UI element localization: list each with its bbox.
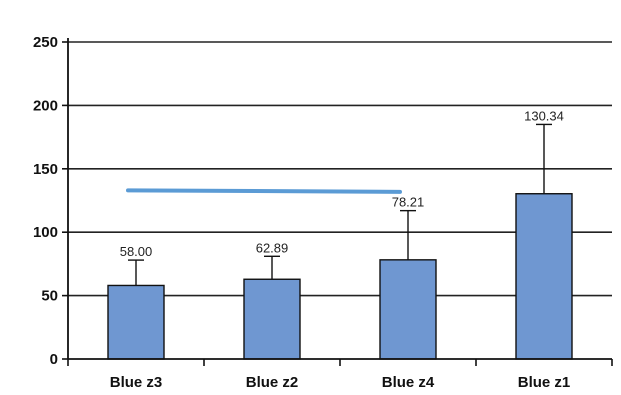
y-tick-label: 0 <box>50 351 58 368</box>
data-label: 62.89 <box>256 240 289 255</box>
bar <box>515 193 573 360</box>
axes <box>62 38 613 366</box>
y-tick-label: 150 <box>33 161 58 178</box>
x-tick-label: Blue z4 <box>382 374 435 391</box>
y-tick-label: 200 <box>33 97 58 114</box>
bars <box>107 193 573 360</box>
data-label: 78.21 <box>392 195 425 210</box>
y-tick-labels: 0 50 100 150 200 250 <box>33 34 58 368</box>
data-label: 58.00 <box>120 244 153 259</box>
reference-line <box>126 188 402 194</box>
x-tick-label: Blue z3 <box>110 374 163 391</box>
reference-line-layer <box>126 188 402 194</box>
error-bars <box>128 123 552 286</box>
y-tick-label: 250 <box>33 34 58 51</box>
bar <box>243 278 301 360</box>
bar <box>379 259 437 360</box>
bar <box>107 284 165 360</box>
x-tick-label: Blue z1 <box>518 374 571 391</box>
x-tick-labels: Blue z3 Blue z2 Blue z4 Blue z1 <box>110 374 571 391</box>
y-tick-label: 50 <box>41 288 58 305</box>
data-labels: 58.00 62.89 78.21 130.34 <box>120 108 564 259</box>
y-tick-label: 100 <box>33 224 58 241</box>
data-label: 130.34 <box>524 108 564 123</box>
x-tick-label: Blue z2 <box>246 374 299 391</box>
